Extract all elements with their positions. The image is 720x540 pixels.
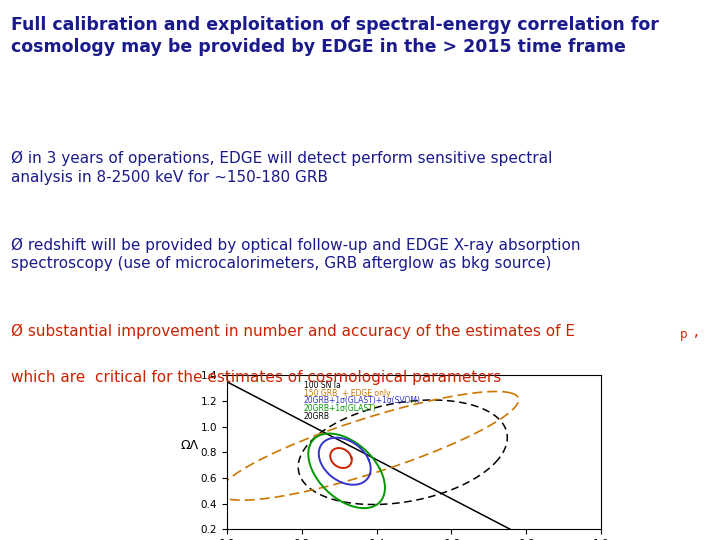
Y-axis label: ΩΛ: ΩΛ [180, 439, 199, 453]
Text: Ø substantial improvement in number and accuracy of the estimates of E: Ø substantial improvement in number and … [11, 324, 575, 339]
Text: ,: , [689, 324, 699, 339]
Text: which are  critical for the estimates of cosmological parameters: which are critical for the estimates of … [11, 370, 501, 385]
Text: Ø redshift will be provided by optical follow-up and EDGE X-ray absorption
spect: Ø redshift will be provided by optical f… [11, 238, 580, 272]
Text: 20GRB+1σ(GLAST): 20GRB+1σ(GLAST) [304, 404, 377, 413]
Text: p: p [680, 328, 687, 341]
Text: 100 SN Ia: 100 SN Ia [304, 381, 341, 390]
Text: Full calibration and exploitation of spectral-energy correlation for
cosmology m: Full calibration and exploitation of spe… [11, 16, 659, 56]
Text: 150 GRB  + EDGE only: 150 GRB + EDGE only [304, 389, 390, 398]
Text: 20GRB+1σ(GLAST)+1σ(SVOM): 20GRB+1σ(GLAST)+1σ(SVOM) [304, 396, 420, 406]
Text: Ø in 3 years of operations, EDGE will detect perform sensitive spectral
analysis: Ø in 3 years of operations, EDGE will de… [11, 151, 552, 185]
Text: 20GRB: 20GRB [304, 412, 330, 421]
